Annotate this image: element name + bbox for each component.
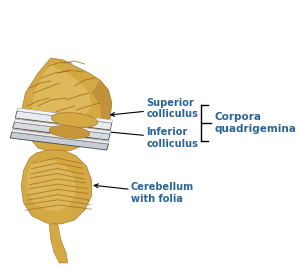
- Polygon shape: [13, 122, 110, 140]
- Ellipse shape: [49, 126, 90, 138]
- Polygon shape: [10, 132, 108, 150]
- Polygon shape: [89, 80, 112, 143]
- Text: Corpora
quadrigemina: Corpora quadrigemina: [215, 112, 297, 133]
- Polygon shape: [17, 108, 113, 123]
- Polygon shape: [14, 119, 111, 134]
- Ellipse shape: [51, 113, 98, 127]
- Polygon shape: [49, 224, 68, 263]
- Polygon shape: [21, 58, 112, 153]
- Polygon shape: [15, 111, 112, 130]
- Text: Inferior
colliculus: Inferior colliculus: [106, 127, 198, 149]
- Text: Superior
colliculus: Superior colliculus: [111, 98, 198, 119]
- Text: Cerebellum
with folia: Cerebellum with folia: [94, 182, 194, 204]
- Polygon shape: [32, 63, 92, 130]
- Polygon shape: [27, 160, 76, 211]
- Polygon shape: [12, 129, 109, 144]
- Polygon shape: [21, 150, 91, 224]
